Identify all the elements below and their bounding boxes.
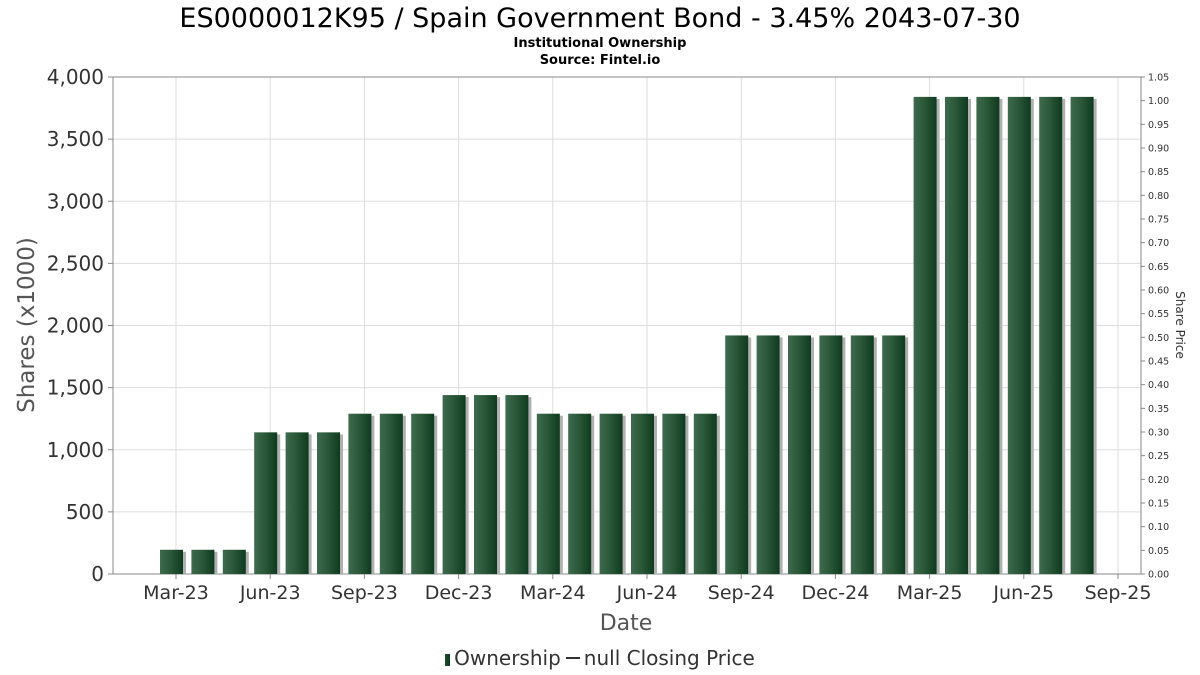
y-axis-label: Shares (x1000) [14,237,40,413]
y-tick-label: 3,000 [47,189,104,213]
y-tick-label: 2,000 [47,314,104,338]
x-tick-label: Jun-24 [616,582,678,604]
ownership-bar [348,413,372,574]
y2-tick-label: 0.65 [1148,262,1169,273]
x-tick-label: Sep-23 [331,582,398,604]
y2-tick-label: 0.35 [1148,404,1169,415]
x-tick-label: Jun-23 [239,582,301,604]
chart-legend: Ownership null Closing Price [0,646,1200,670]
x-axis-label: Date [600,611,653,636]
y-tick-label: 3,500 [47,127,104,151]
ownership-bar [474,395,497,574]
y2-tick-label: 0.25 [1148,451,1169,462]
y2-tick-label: 0.85 [1148,167,1169,178]
y2-tick-label: 0.30 [1148,428,1169,439]
y2-tick-label: 0.45 [1148,357,1169,368]
y-tick-label: 1,500 [47,376,104,400]
ownership-bar [819,335,843,574]
y2-tick-label: 1.00 [1148,96,1169,107]
ownership-bar [788,335,811,574]
ownership-bar [725,335,749,574]
x-tick-label: Dec-23 [425,582,493,604]
y2-tick-label: 0.90 [1148,144,1169,155]
ownership-bar [599,413,623,574]
y2-tick-label: 0.55 [1148,309,1169,320]
y2-tick-label: 0.70 [1148,238,1169,249]
y-tick-label: 4,000 [47,65,104,89]
ownership-legend-swatch [445,654,451,666]
y2-tick-label: 0.00 [1148,570,1169,581]
ownership-bar [976,96,1000,574]
ownership-bar [756,335,780,574]
y-tick-label: 2,500 [47,251,104,275]
y2-tick-label: 0.95 [1148,120,1169,131]
y2-tick-label: 0.40 [1148,380,1169,391]
x-tick-label: Mar-25 [897,582,963,604]
ownership-bar [379,413,403,574]
y2-tick-label: 0.80 [1148,191,1169,202]
ownership-bar [411,413,435,574]
y2-tick-label: 0.50 [1148,333,1169,344]
x-tick-label: Jun-25 [992,582,1054,604]
ownership-bar [662,413,686,574]
ownership-bar [568,413,592,574]
x-tick-label: Dec-24 [801,582,869,604]
y-tick-label: 1,000 [47,438,104,462]
y-tick-label: 500 [66,500,104,524]
y-tick-label: 0 [91,562,104,586]
chart-title: ES0000012K95 / Spain Government Bond - 3… [179,3,1020,34]
ownership-bar [222,549,246,574]
legend-closing-price-label: null Closing Price [583,646,755,670]
y2-tick-label: 0.05 [1148,546,1169,557]
ownership-bar [945,96,968,574]
ownership-bar [1007,96,1031,574]
closing-price-legend-line [565,657,580,659]
ownership-bar [913,96,937,574]
x-tick-label: Sep-24 [708,582,775,604]
y2-tick-label: 0.15 [1148,499,1169,510]
ownership-bar [254,432,278,574]
ownership-bar [505,395,529,574]
ownership-bar [317,432,340,574]
ownership-bar [160,549,183,574]
ownership-bar [285,432,309,574]
chart-subtitle: Institutional Ownership [514,36,687,51]
y2-tick-label: 0.75 [1148,215,1169,226]
y2-tick-label: 0.20 [1148,475,1169,486]
ownership-bar [1039,96,1063,574]
chart-source: Source: Fintel.io [540,53,661,68]
y2-axis-label: Share Price [1173,291,1187,359]
x-tick-label: Sep-25 [1085,582,1152,604]
ownership-bar [191,549,215,574]
x-tick-label: Mar-23 [143,582,209,604]
ownership-bar [536,413,560,574]
ownership-bar [850,335,874,574]
legend-ownership-label: Ownership [454,646,561,670]
x-tick-label: Mar-24 [520,582,586,604]
y2-tick-label: 0.10 [1148,522,1169,533]
y2-tick-label: 0.60 [1148,286,1169,297]
ownership-bar [442,395,466,574]
ownership-bar [693,413,717,574]
y2-tick-label: 1.05 [1148,73,1169,84]
ownership-bar [1070,96,1094,574]
ownership-bar [882,335,906,574]
ownership-bar [631,413,654,574]
